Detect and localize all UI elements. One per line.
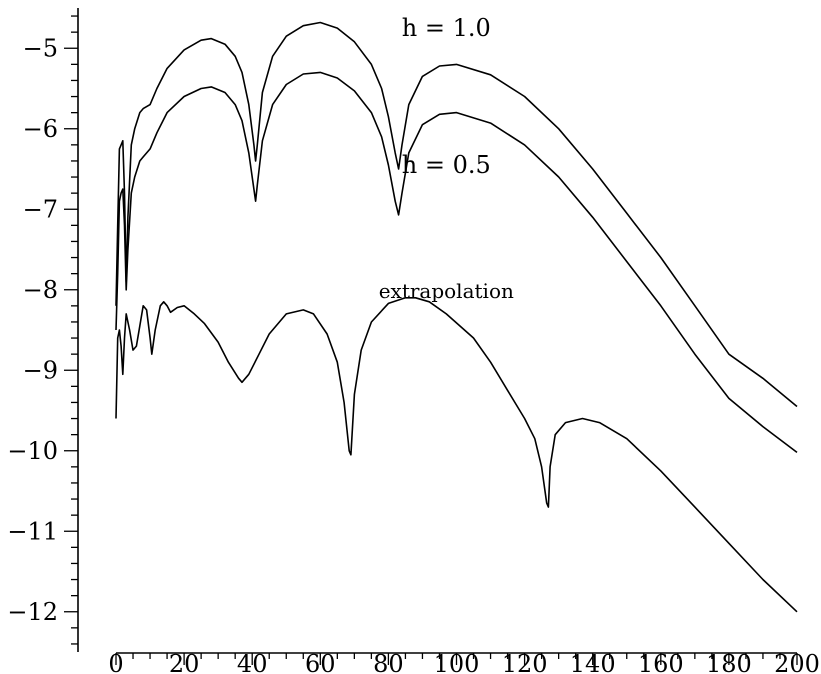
annotation-h-1-0: h = 1.0 <box>402 14 491 42</box>
x-tick-label: 120 <box>502 650 548 674</box>
x-tick-label: 140 <box>570 650 616 674</box>
annotation-extrapolation: extrapolation <box>379 279 514 303</box>
y-tick-label: −10 <box>7 437 58 465</box>
x-tick-label: 160 <box>638 650 684 674</box>
series-h-1-0-line <box>115 21 798 408</box>
x-tick-label: 0 <box>108 650 123 674</box>
y-tick-label: −6 <box>23 115 58 143</box>
x-tick-label: 180 <box>706 650 752 674</box>
x-tick-label: 60 <box>305 650 336 674</box>
series-h-0-5-line <box>115 71 798 454</box>
y-tick-label: −11 <box>7 517 58 545</box>
x-tick-label: 80 <box>373 650 404 674</box>
y-tick-label: −12 <box>7 598 58 626</box>
y-tick-label: −9 <box>23 356 58 384</box>
annotations: h = 1.0 h = 0.5 extrapolation <box>379 14 514 303</box>
axes: −12 −11 −10 −9 −8 −7 −6 −5 0 20 40 60 80 100 120 140 160… <box>7 8 820 674</box>
annotation-h-0-5: h = 0.5 <box>402 151 491 179</box>
x-tick-label: 200 <box>774 650 820 674</box>
y-tick-label: −7 <box>23 195 58 223</box>
x-tick-label: 20 <box>169 650 200 674</box>
y-tick-label: −8 <box>23 276 58 304</box>
x-tick-label: 100 <box>434 650 480 674</box>
y-tick-label: −5 <box>23 34 58 62</box>
series-extrapolation-line <box>115 297 798 613</box>
x-tick-label: 40 <box>237 650 268 674</box>
series-group <box>115 21 798 613</box>
